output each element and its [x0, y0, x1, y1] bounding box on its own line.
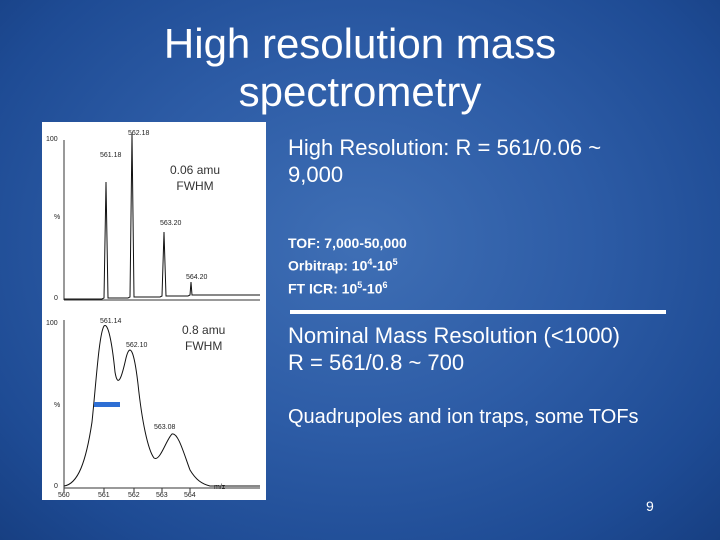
bottom-fwhm-annotation: 0.8 amu FWHM: [182, 322, 225, 354]
nominal-line-1: Nominal Mass Resolution (<1000): [288, 323, 620, 348]
bottom-y-0: 0: [54, 483, 58, 490]
fticr-prefix: FT ICR: 10: [288, 280, 358, 297]
top-y-percent: %: [54, 214, 61, 221]
peak-label: 564.20: [186, 274, 208, 281]
mass-spectrum-figure: 100 % 0 562.18 561.18 563.20 564.20 0.06…: [42, 122, 266, 500]
top-y-0: 0: [54, 295, 58, 302]
quadrupoles-text: Quadrupoles and ion traps, some TOFs: [288, 406, 639, 428]
fticr-line: FT ICR: 105-106: [288, 276, 407, 299]
orbitrap-prefix: Orbitrap: 10: [288, 257, 368, 274]
high-res-line-1: High Resolution: R = 561/0.06 ~: [288, 135, 602, 160]
high-res-trace: [64, 133, 260, 300]
x-tick-label: 563: [156, 492, 168, 499]
peak-label: 562.10: [126, 342, 148, 349]
nominal-line-2: R = 561/0.8 ~ 700: [288, 350, 465, 375]
bottom-annotation-line-2: FWHM: [185, 339, 223, 353]
peak-label: 561.14: [100, 318, 122, 325]
orbitrap-exp-1: 4: [367, 257, 373, 267]
fticr-exp-2: 6: [382, 279, 388, 290]
spectrum-svg: [63, 133, 260, 492]
fticr-mid: -10: [362, 280, 383, 297]
top-annotation-line-2: FWHM: [176, 179, 214, 193]
fwhm-bar: [94, 402, 120, 407]
x-tick-label: 561: [98, 492, 110, 499]
x-tick-label: 564: [184, 492, 196, 499]
top-y-100: 100: [46, 136, 58, 143]
title-line-2: spectrometry: [238, 68, 482, 115]
fticr-exp-1: 5: [357, 279, 363, 290]
high-res-line-2: 9,000: [288, 162, 344, 187]
peak-label: 562.18: [128, 130, 150, 137]
high-resolution-text: High Resolution: R = 561/0.06 ~ 9,000: [288, 134, 601, 188]
bottom-y-100: 100: [46, 320, 58, 327]
page-number: 9: [646, 498, 654, 514]
top-annotation-line-1: 0.06 amu: [170, 163, 221, 177]
orbitrap-line: Orbitrap: 104-105: [288, 253, 407, 276]
top-fwhm-annotation: 0.06 amu FWHM: [170, 162, 220, 194]
orbitrap-exp-2: 5: [392, 257, 398, 267]
nominal-resolution-text: Nominal Mass Resolution (<1000) R = 561/…: [288, 322, 620, 376]
slide-title: High resolution mass spectrometry: [120, 20, 600, 116]
tof-line: TOF: 7,000-50,000: [288, 235, 407, 251]
orbitrap-mid: -10: [372, 257, 393, 274]
peak-label: 563.08: [154, 424, 176, 431]
nominal-res-trace: [63, 325, 260, 487]
section-divider: [290, 310, 666, 314]
x-tick-label: 560: [58, 492, 70, 499]
title-line-1: High resolution mass: [163, 20, 557, 67]
peak-label: 561.18: [100, 152, 122, 159]
bottom-y-percent: %: [54, 402, 61, 409]
x-tick-label: 562: [128, 492, 140, 499]
peak-label: 563.20: [160, 220, 182, 227]
analyzer-resolution-list: TOF: 7,000-50,000 Orbitrap: 104-105 FT I…: [288, 234, 407, 298]
x-axis-unit: m/z: [214, 484, 226, 491]
bottom-annotation-line-1: 0.8 amu: [182, 323, 226, 337]
